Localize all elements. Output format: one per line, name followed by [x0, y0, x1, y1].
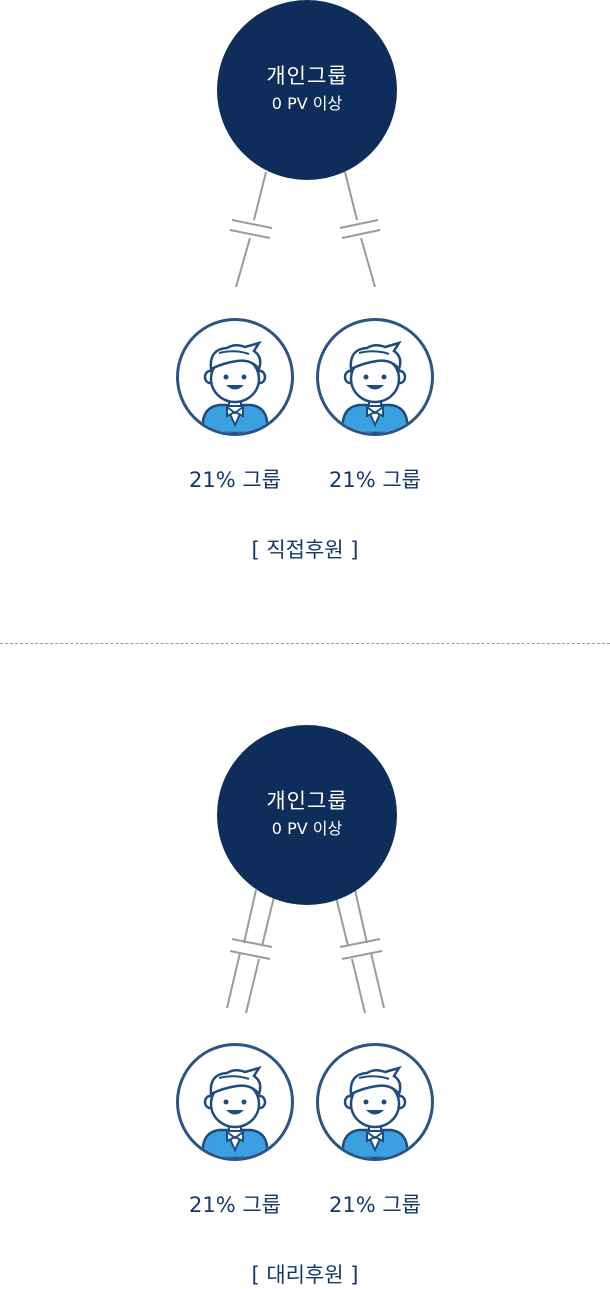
- person-icon: [341, 340, 409, 433]
- person-icon: [201, 340, 269, 433]
- member-avatar-left: [176, 318, 294, 436]
- personal-group-node: 개인그룹 0 PV 이상: [217, 725, 397, 905]
- person-icon: [341, 1065, 409, 1158]
- diagram-caption: [ 대리후원 ]: [251, 1263, 359, 1287]
- member-avatar-right: [316, 1043, 434, 1161]
- member-label-left: 21% 그룹: [189, 1193, 281, 1217]
- section-divider: [0, 643, 610, 644]
- direct-sponsorship-diagram: 개인그룹 0 PV 이상: [0, 0, 610, 620]
- proxy-sponsorship-diagram: 개인그룹 0 PV 이상: [0, 725, 610, 1288]
- member-label-left: 21% 그룹: [189, 468, 281, 492]
- diagram-caption: [ 직접후원 ]: [251, 538, 359, 562]
- member-avatar-left: [176, 1043, 294, 1161]
- member-avatar-right: [316, 318, 434, 436]
- main-node-title: 개인그룹: [266, 789, 348, 814]
- main-node-subtitle: 0 PV 이상: [271, 94, 343, 114]
- main-node-subtitle: 0 PV 이상: [271, 819, 343, 839]
- person-icon: [201, 1065, 269, 1158]
- member-label-right: 21% 그룹: [329, 1193, 421, 1217]
- member-label-right: 21% 그룹: [329, 468, 421, 492]
- personal-group-node: 개인그룹 0 PV 이상: [217, 0, 397, 180]
- main-node-title: 개인그룹: [266, 64, 348, 89]
